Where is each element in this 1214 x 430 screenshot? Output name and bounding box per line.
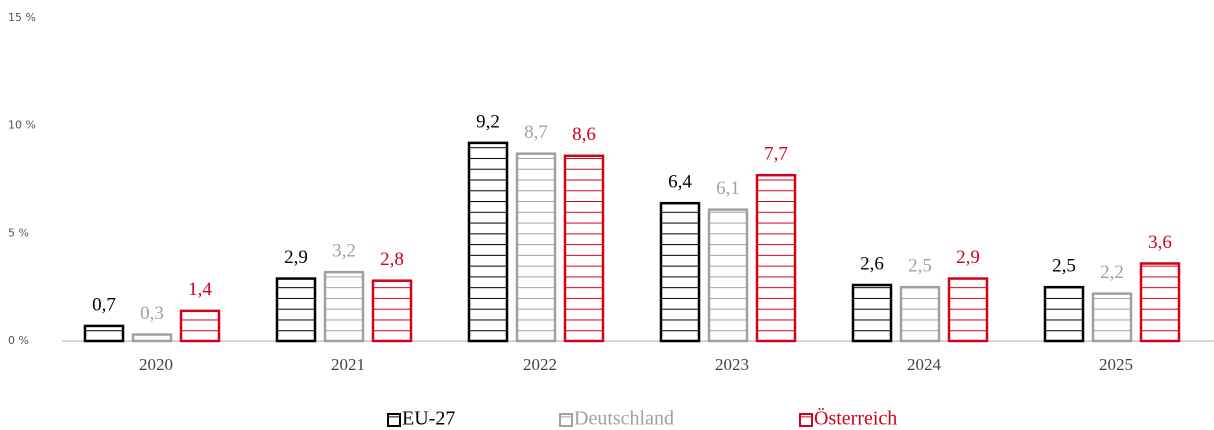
value-label: 2,5 (1052, 256, 1076, 277)
bar (515, 152, 557, 343)
legend-label: EU-27 (402, 408, 455, 430)
bar (851, 283, 893, 343)
legend-label: Deutschland (574, 408, 674, 430)
value-label: 0,3 (140, 303, 164, 324)
value-label: 2,8 (380, 249, 404, 270)
bar (755, 173, 797, 343)
y-tick-label: 15 % (8, 11, 36, 24)
value-label: 7,7 (764, 144, 788, 165)
value-label: 0,7 (92, 294, 116, 315)
legend-swatch (559, 413, 573, 427)
value-label: 1,4 (188, 279, 212, 300)
x-tick-label: 2020 (139, 355, 173, 374)
bar (659, 201, 701, 343)
x-tick-label: 2025 (1099, 355, 1133, 374)
bar (179, 309, 221, 343)
value-label: 2,6 (860, 253, 884, 274)
value-label: 2,9 (284, 247, 308, 268)
bar (899, 285, 941, 343)
value-label: 9,2 (476, 111, 500, 132)
value-label: 6,4 (668, 172, 692, 193)
y-tick-label: 5 % (8, 226, 29, 239)
x-tick-label: 2023 (715, 355, 749, 374)
bar (707, 208, 749, 343)
bar (1043, 285, 1085, 343)
bar (947, 277, 989, 343)
bar (371, 279, 413, 343)
value-label: 8,6 (572, 124, 596, 145)
bar (83, 324, 125, 343)
bar (467, 141, 509, 343)
bar (1139, 262, 1181, 343)
bar (323, 270, 365, 343)
value-label: 2,9 (956, 247, 980, 268)
value-label: 6,1 (716, 178, 740, 199)
value-label: 3,6 (1148, 232, 1172, 253)
legend-swatch (799, 413, 813, 427)
bar (1091, 292, 1133, 343)
value-label: 8,7 (524, 122, 548, 143)
x-tick-label: 2024 (907, 355, 942, 374)
y-tick-label: 0 % (8, 334, 29, 347)
value-label: 2,5 (908, 256, 932, 277)
value-label: 3,2 (332, 240, 356, 261)
x-tick-label: 2022 (523, 355, 557, 374)
bar (563, 154, 605, 343)
legend-label: Österreich (814, 407, 897, 430)
bar (275, 277, 317, 343)
bar (131, 333, 173, 343)
legend-swatch (387, 413, 401, 427)
x-tick-label: 2021 (331, 355, 365, 374)
value-label: 2,2 (1100, 262, 1124, 283)
y-tick-label: 10 % (8, 119, 36, 132)
